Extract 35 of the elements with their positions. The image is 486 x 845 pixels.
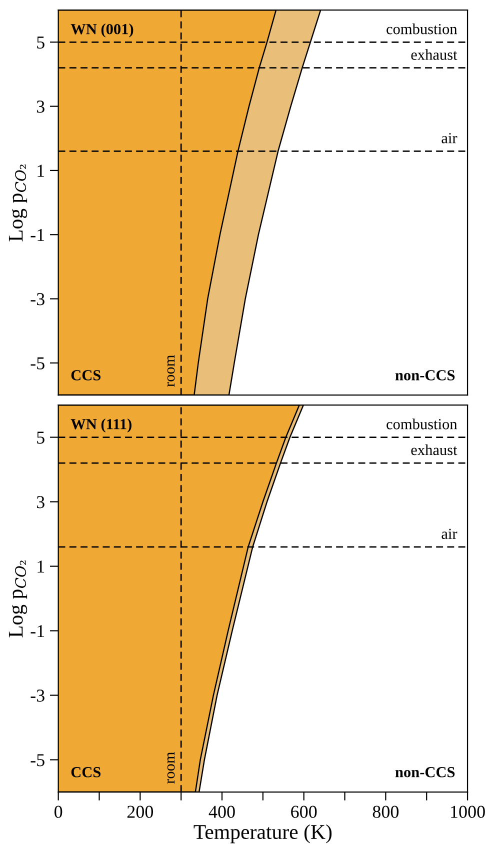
- y-tick-label: 1: [38, 560, 44, 573]
- y-tick-label: -1: [30, 228, 44, 241]
- y-tick-label: 5: [37, 36, 44, 49]
- ref-line-label: exhaust: [411, 49, 458, 60]
- ref-line-label: combustion: [386, 418, 458, 430]
- y-tick-label: -3: [30, 293, 44, 306]
- annotation: CCS: [71, 370, 101, 380]
- y-tick-label: -1: [30, 625, 44, 638]
- x-tick-label: 600: [291, 806, 317, 818]
- annotation: WN (001): [70, 24, 134, 38]
- ref-line-label: room: [167, 752, 175, 784]
- y-tick-label: -5: [30, 357, 44, 370]
- annotation: non-CCS: [395, 370, 455, 380]
- x-tick-label: 0: [54, 806, 62, 818]
- y-tick-label: -3: [30, 690, 44, 702]
- ref-line-label: combustion: [386, 23, 458, 34]
- y-tick-label: 1: [38, 164, 44, 177]
- y-axis-title: Log p$_{CO₂}$: [8, 560, 28, 638]
- x-tick-label: 800: [372, 806, 399, 818]
- ref-line-label: room: [167, 355, 175, 387]
- y-tick-label: 3: [36, 100, 44, 113]
- annotation: WN (111): [70, 418, 132, 432]
- y-tick-label: 5: [37, 432, 44, 444]
- x-tick-label: 400: [208, 806, 235, 818]
- annotation: CCS: [71, 767, 101, 778]
- x-tick-label: 200: [127, 806, 154, 818]
- x-tick-label: 1000: [451, 806, 485, 818]
- y-tick-label: 3: [36, 496, 44, 508]
- ref-line-label: air: [442, 528, 458, 539]
- ref-line-label: exhaust: [411, 444, 458, 456]
- y-tick-label: -5: [30, 754, 44, 766]
- annotation: non-CCS: [395, 767, 455, 778]
- ref-line-label: air: [442, 133, 458, 144]
- y-axis-title: Log p$_{CO₂}$: [8, 164, 28, 242]
- x-axis-title: Temperature (K): [194, 824, 332, 844]
